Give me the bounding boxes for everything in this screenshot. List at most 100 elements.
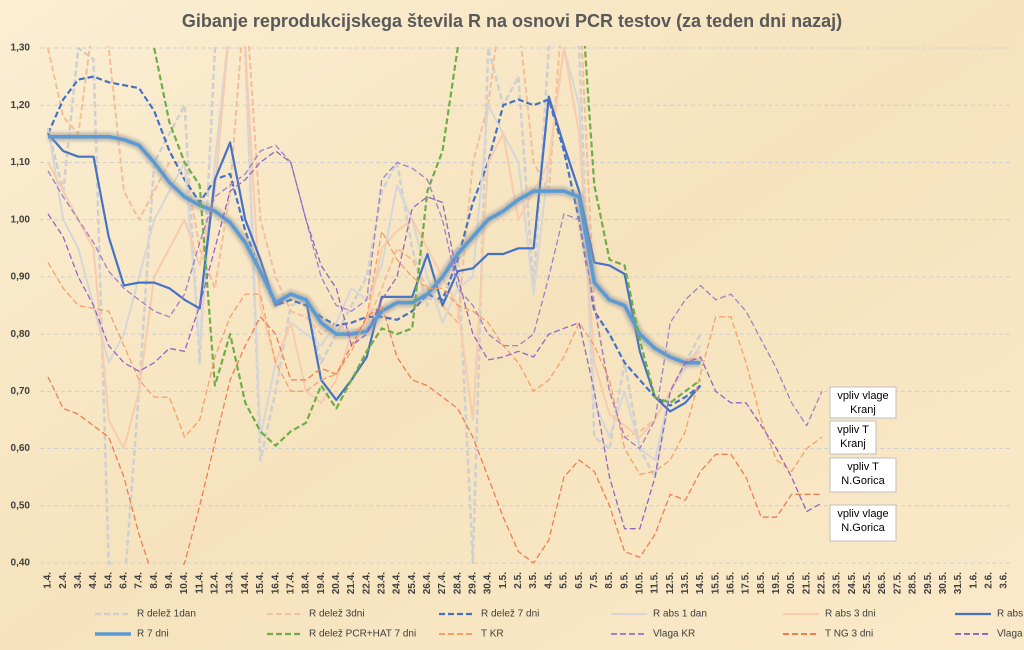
x-tick-label: 7.4.: [134, 572, 145, 589]
annotation-box: [829, 420, 877, 455]
series-line: [47, 144, 823, 450]
x-tick-label: 11.4.: [194, 572, 205, 594]
legend-label: R abs 3 dni: [825, 609, 876, 620]
series-line: [48, 134, 701, 365]
annotation-text: vpliv vlage: [837, 508, 888, 520]
x-tick-label: 19.4.: [316, 572, 327, 594]
x-tick-label: 3.5.: [528, 572, 539, 589]
x-tick-label: 13.4.: [225, 572, 236, 594]
annotation-text: Kranj: [850, 404, 876, 416]
x-tick-label: 12.4.: [210, 572, 221, 594]
legend-label: R delež PCR+HAT 7 dni: [309, 629, 416, 640]
x-tick-label: 10.4.: [179, 572, 190, 594]
x-tick-label: 2.4.: [58, 572, 69, 589]
legend-label: R abs 1 dan: [653, 609, 707, 620]
x-tick-label: 20.4.: [331, 572, 342, 594]
series-line: [47, 230, 823, 475]
x-tick-label: 20.5.: [786, 572, 797, 594]
x-tick-label: 23.4.: [376, 572, 387, 594]
annotation-text: N.Gorica: [841, 522, 885, 534]
x-tick-label: 15.4.: [255, 572, 266, 594]
x-tick-label: 28.4.: [452, 572, 463, 594]
x-tick-label: 3.4.: [73, 572, 84, 589]
x-tick-label: 14.5.: [695, 572, 706, 594]
annotation-box: [829, 504, 897, 542]
plot-area: [46, 46, 823, 565]
x-tick-label: 4.4.: [88, 572, 99, 589]
y-tick-label: 0,60: [11, 443, 31, 454]
x-tick-label: 1.6.: [968, 572, 979, 589]
x-tick-label: 12.5.: [665, 572, 676, 594]
x-tick-label: 1.5.: [498, 572, 509, 589]
x-tick-label: 18.4.: [301, 572, 312, 594]
x-tick-label: 16.4.: [270, 572, 281, 594]
x-tick-label: 28.5.: [908, 572, 919, 594]
x-tick-label: 21.5.: [801, 572, 812, 594]
series-line: [47, 46, 702, 450]
legend-label: Vlaga NG: [997, 629, 1024, 640]
legend-label: T KR: [481, 629, 504, 640]
y-tick-label: 0,50: [11, 500, 31, 511]
x-tick-label: 22.5.: [817, 572, 828, 594]
y-tick-label: 0,70: [11, 386, 31, 397]
x-tick-label: 24.4.: [392, 572, 403, 594]
x-tick-label: 2.6.: [983, 572, 994, 589]
x-tick-label: 9.4.: [164, 572, 175, 589]
x-tick-label: 29.5.: [923, 572, 934, 594]
x-tick-label: 11.5.: [650, 572, 661, 594]
legend-label: R delež 1dan: [137, 609, 196, 620]
y-tick-label: 1,00: [11, 214, 31, 225]
x-tick-label: 6.4.: [119, 572, 130, 589]
x-tick-label: 24.5.: [847, 572, 858, 594]
legend-label: T NG 3 dni: [825, 629, 873, 640]
x-tick-label: 21.4.: [346, 572, 357, 594]
y-tick-label: 1,20: [11, 100, 31, 111]
x-tick-label: 26.4.: [422, 572, 433, 594]
x-tick-label: 10.5.: [634, 572, 645, 594]
x-tick-label: 29.4.: [468, 572, 479, 594]
x-tick-label: 25.4.: [407, 572, 418, 594]
annotation-box: [829, 457, 897, 493]
x-tick-label: 30.4.: [483, 572, 494, 594]
x-tick-label: 23.5.: [832, 572, 843, 594]
x-tick-label: 7.5.: [589, 572, 600, 589]
chart-title: Gibanje reprodukcijskega števila R na os…: [182, 11, 842, 31]
annotation-text: Kranj: [840, 438, 866, 450]
x-tick-label: 14.4.: [240, 572, 251, 594]
x-tick-label: 27.5.: [892, 572, 903, 594]
annotation-box: [829, 386, 897, 419]
x-tick-label: 5.4.: [103, 572, 114, 589]
x-tick-label: 17.4.: [285, 572, 296, 594]
annotation-text: vpliv T: [847, 461, 879, 473]
series-line: [46, 75, 702, 407]
x-tick-label: 18.5.: [756, 572, 767, 594]
y-tick-label: 1,30: [11, 43, 31, 54]
legend-label: Vlaga KR: [653, 629, 695, 640]
x-tick-label: 4.5.: [543, 572, 554, 589]
x-tick-label: 30.5.: [938, 572, 949, 594]
legend-label: R delež 3dni: [309, 609, 365, 620]
y-tick-label: 0,90: [11, 272, 31, 283]
x-tick-label: 26.5.: [877, 572, 888, 594]
x-tick-label: 19.5.: [771, 572, 782, 594]
x-tick-label: 5.5.: [559, 572, 570, 589]
x-tick-label: 1.4.: [43, 572, 54, 589]
x-tick-label: 16.5.: [725, 572, 736, 594]
y-tick-label: 0,80: [11, 329, 31, 340]
x-tick-label: 9.5.: [619, 572, 630, 589]
x-tick-label: 3.6.: [999, 572, 1010, 589]
x-tick-label: 8.5.: [604, 572, 615, 589]
annotation-text: vpliv T: [837, 424, 869, 436]
x-tick-label: 6.5.: [574, 572, 585, 589]
legend-label: R delež 7 dni: [481, 609, 539, 620]
x-tick-label: 27.4.: [437, 572, 448, 594]
x-tick-label: 17.5.: [741, 572, 752, 594]
x-tick-label: 15.5.: [710, 572, 721, 594]
legend-label: R abs 7 dni: [997, 609, 1024, 620]
x-tick-label: 8.4.: [149, 572, 160, 589]
annotation-text: N.Gorica: [841, 475, 885, 487]
series-line: [153, 46, 702, 447]
annotation-text: vpliv vlage: [837, 390, 888, 402]
